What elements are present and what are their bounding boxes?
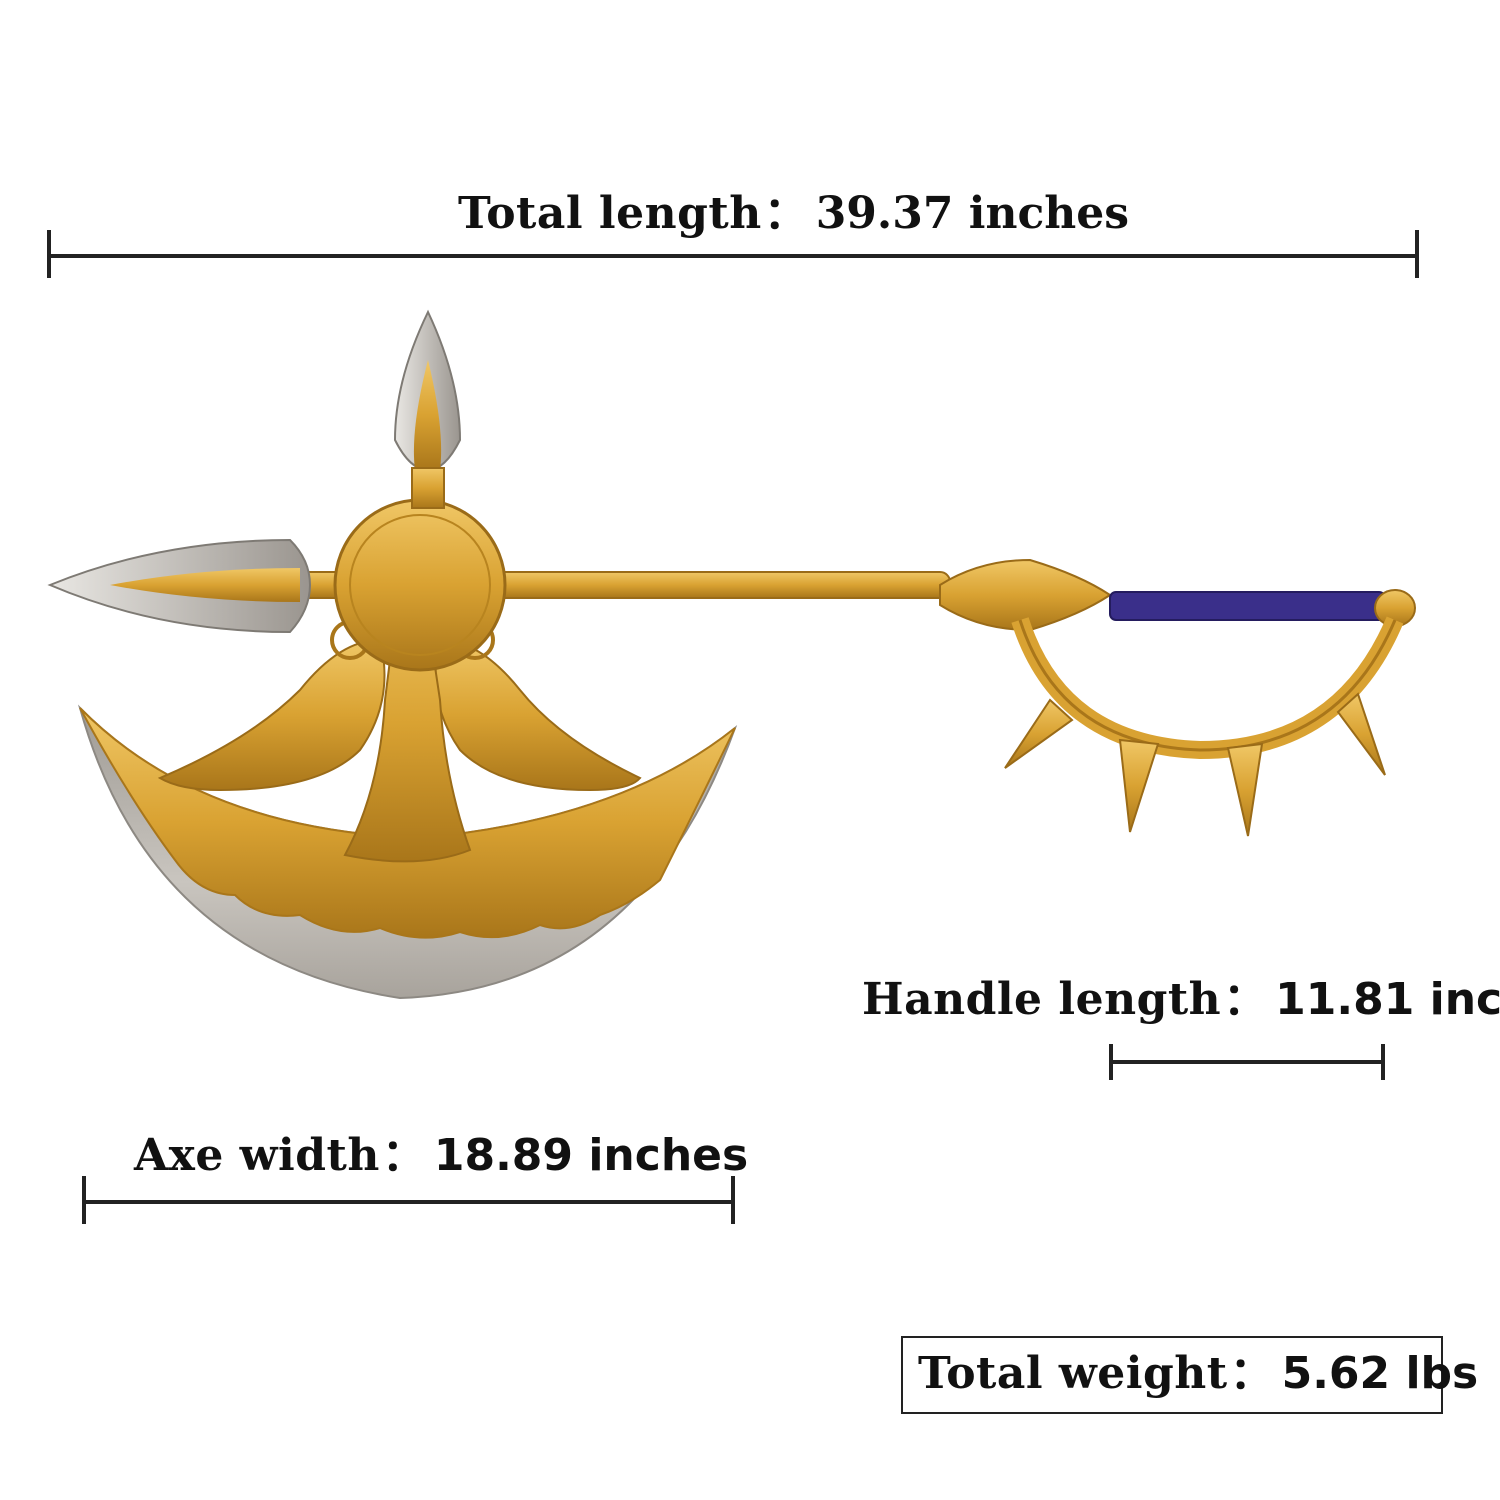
handle-length-title: Handle length bbox=[862, 974, 1222, 1025]
axe-width-line bbox=[83, 1200, 734, 1204]
total-length-tick-right bbox=[1415, 230, 1419, 278]
handle-length-value: 11.81 inches bbox=[1275, 974, 1500, 1025]
left-spike bbox=[47, 538, 312, 634]
axe-width-value: 18.89 inches bbox=[433, 1130, 749, 1181]
total-length-value: 39.37 inches bbox=[815, 188, 1130, 239]
total-length-label: Total length： 39.37 inches bbox=[458, 192, 1129, 236]
total-length-line bbox=[48, 254, 1418, 258]
handle-length-line bbox=[1110, 1060, 1384, 1064]
handle-length-tick-right bbox=[1381, 1044, 1385, 1080]
axe-width-title: Axe width bbox=[134, 1130, 380, 1181]
axe-width-tick-left bbox=[82, 1176, 86, 1224]
axe-shaft bbox=[119, 558, 1416, 632]
total-length-colon: ： bbox=[763, 188, 808, 239]
handle-length-colon: ： bbox=[1223, 974, 1268, 1025]
top-spike bbox=[393, 309, 462, 509]
total-length-tick-left bbox=[47, 230, 51, 278]
total-weight-label: Total weight： 5.62 lbs bbox=[918, 1352, 1478, 1396]
axe-width-tick-right bbox=[731, 1176, 735, 1224]
total-length-title: Total length bbox=[458, 188, 762, 239]
axe-width-label: Axe width： 18.89 inches bbox=[134, 1134, 748, 1178]
handle-length-label: Handle length：11.81 inches bbox=[862, 978, 1500, 1022]
knuckle-guard bbox=[1004, 616, 1404, 837]
axe-width-colon: ： bbox=[381, 1130, 426, 1181]
total-weight-box bbox=[901, 1336, 1443, 1414]
handle-length-tick-left bbox=[1109, 1044, 1113, 1080]
sun-disc bbox=[333, 498, 507, 672]
total-weight-title: Total weight bbox=[918, 1348, 1228, 1399]
total-weight-value: 5.62 lbs bbox=[1281, 1348, 1479, 1399]
total-weight-colon: ： bbox=[1229, 1348, 1274, 1399]
